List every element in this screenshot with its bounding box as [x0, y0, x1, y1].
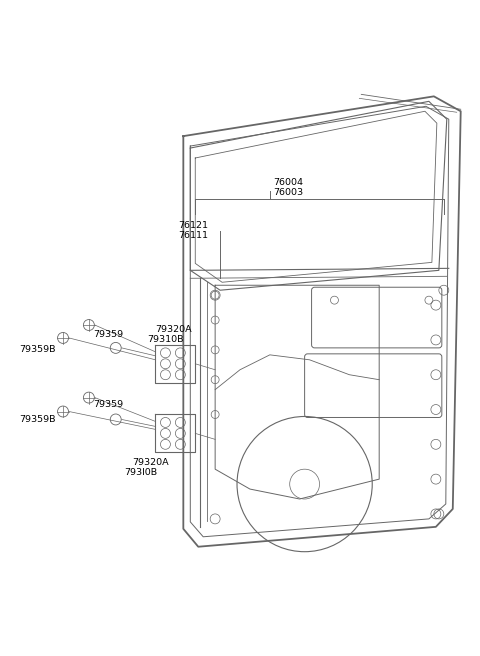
- Text: 79310B: 79310B: [147, 335, 184, 344]
- Text: 76121: 76121: [179, 221, 208, 230]
- Text: 79320A: 79320A: [156, 325, 192, 335]
- Text: 76003: 76003: [273, 188, 303, 197]
- Text: 79359: 79359: [93, 400, 123, 409]
- Text: 76111: 76111: [179, 231, 208, 240]
- Text: 76004: 76004: [273, 178, 303, 188]
- Text: 79359B: 79359B: [19, 415, 56, 424]
- Text: 79320A: 79320A: [132, 458, 169, 466]
- Text: 793l0B: 793l0B: [125, 468, 158, 477]
- Text: 79359B: 79359B: [19, 345, 56, 354]
- Text: 79359: 79359: [93, 331, 123, 339]
